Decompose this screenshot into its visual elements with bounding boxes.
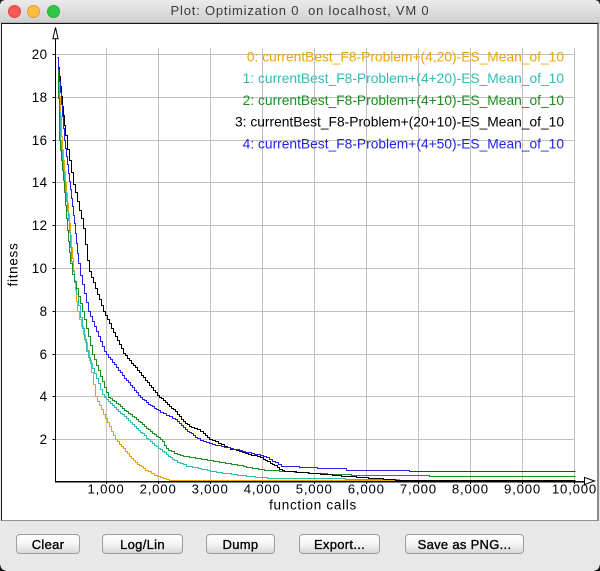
svg-text:6: 6 [40, 347, 48, 362]
svg-text:0: currentBest_F8-Problem+(4,2: 0: currentBest_F8-Problem+(4,20)-ES_Mean… [247, 49, 564, 64]
svg-text:7,000: 7,000 [400, 482, 437, 497]
svg-text:2: currentBest_F8-Problem+(4+1: 2: currentBest_F8-Problem+(4+10)-ES_Mean… [243, 93, 565, 108]
svg-text:16: 16 [32, 133, 48, 148]
svg-text:10: 10 [32, 261, 48, 276]
svg-text:12: 12 [32, 218, 48, 233]
svg-text:4: 4 [40, 389, 48, 404]
svg-text:20: 20 [32, 47, 48, 62]
svg-text:18: 18 [32, 90, 48, 105]
svg-text:fitness: fitness [5, 243, 20, 287]
svg-text:4,000: 4,000 [244, 482, 281, 497]
svg-text:4: currentBest_F8-Problem+(4+5: 4: currentBest_F8-Problem+(4+50)-ES_Mean… [243, 137, 565, 152]
svg-text:10,000: 10,000 [552, 482, 597, 497]
svg-text:9,000: 9,000 [504, 482, 541, 497]
svg-text:1: currentBest_F8-Problem+(4+2: 1: currentBest_F8-Problem+(4+20)-ES_Mean… [243, 71, 565, 86]
svg-text:5,000: 5,000 [296, 482, 333, 497]
svg-text:function calls: function calls [269, 498, 357, 513]
svg-text:3: currentBest_F8-Problem+(20+: 3: currentBest_F8-Problem+(20+10)-ES_Mea… [235, 115, 564, 130]
svg-text:2,000: 2,000 [140, 482, 177, 497]
svg-text:1,000: 1,000 [87, 482, 124, 497]
svg-text:2: 2 [40, 432, 48, 447]
svg-text:8,000: 8,000 [452, 482, 489, 497]
svg-text:8: 8 [40, 304, 48, 319]
svg-text:3,000: 3,000 [192, 482, 229, 497]
svg-text:14: 14 [32, 175, 48, 190]
svg-text:6,000: 6,000 [348, 482, 385, 497]
